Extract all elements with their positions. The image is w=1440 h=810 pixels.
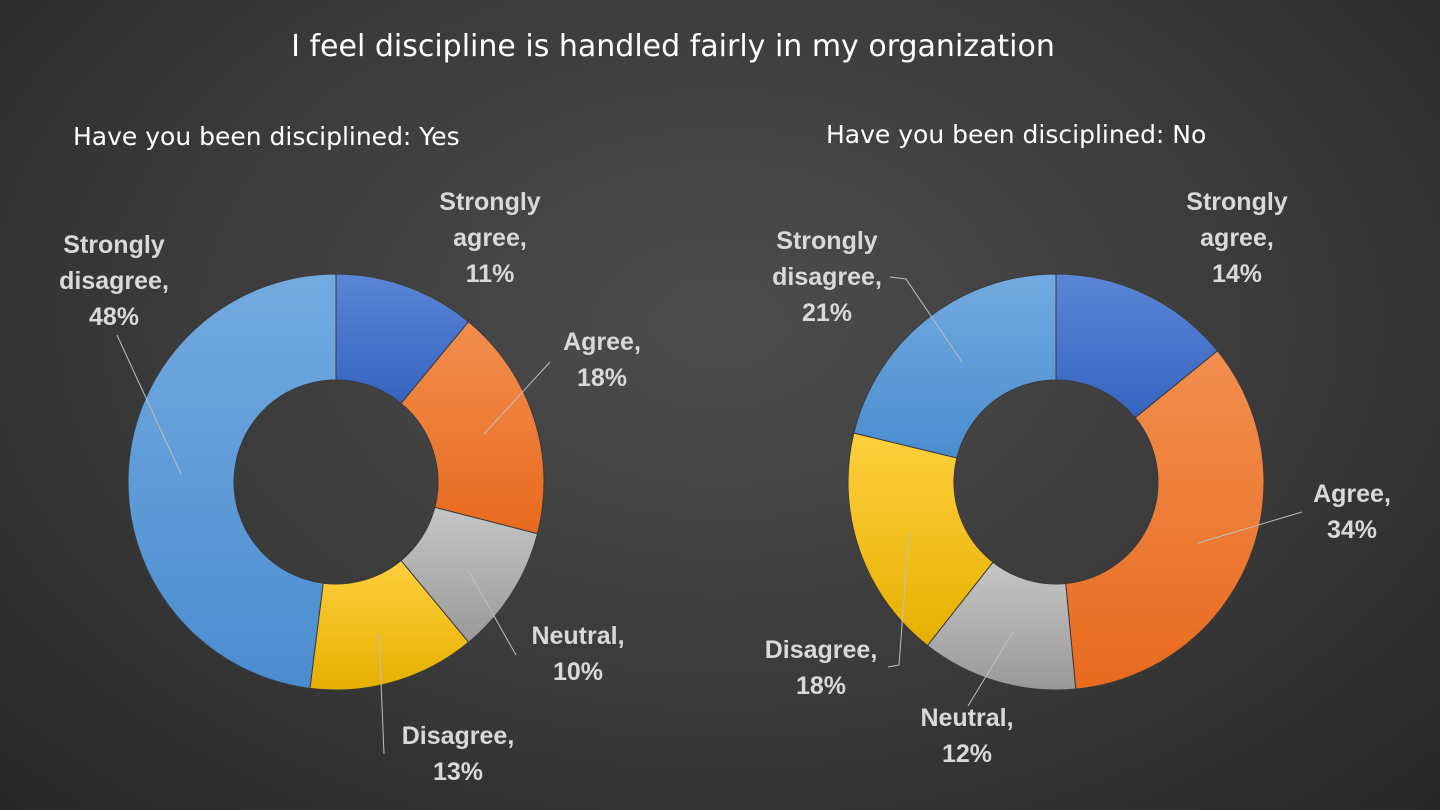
left-data-label-neutral-line-2: 10% — [553, 658, 603, 686]
left-donut-chart: Strongly agree, 11% Agree, 18% Neutral, 10% Dis… — [59, 188, 641, 786]
right-data-label-disagree: Disagree, 18% — [765, 636, 878, 700]
right-slice-disagree — [847, 432, 994, 647]
right-data-label-strongly-agree-line-1: Strongly — [1186, 188, 1287, 216]
right-leader-line-neutral — [967, 631, 1014, 707]
right-data-label-agree-line-2: 34% — [1327, 516, 1377, 544]
right-data-label-strongly-agree-line-2: agree, — [1200, 224, 1274, 252]
left-data-label-neutral-line-1: Neutral, — [531, 622, 624, 650]
right-leader-line-agree — [1197, 511, 1303, 544]
left-chart-subtitle: Have you been disciplined: Yes — [73, 122, 460, 151]
right-donut-chart: Strongly agree, 14% Agree, 34% Neutral, 12% Dis… — [765, 188, 1391, 768]
left-data-label-strongly-agree-line-1: Strongly — [439, 188, 540, 216]
right-data-label-strongly-disagree-line-3: 21% — [802, 299, 852, 327]
left-leader-line-agree — [483, 361, 551, 435]
left-data-label-disagree-line-2: 13% — [433, 758, 483, 786]
right-data-label-neutral-line-2: 12% — [942, 740, 992, 768]
left-data-label-strongly-disagree-line-2: disagree, — [59, 267, 169, 295]
right-data-label-neutral-line-1: Neutral, — [920, 704, 1013, 732]
right-leader-line-disagree — [887, 531, 910, 668]
left-data-label-disagree: Disagree, 13% — [402, 722, 515, 786]
right-slice-strongly-agree — [1055, 273, 1219, 419]
right-data-label-disagree-line-1: Disagree, — [765, 636, 878, 664]
left-leader-line-neutral — [467, 569, 517, 656]
left-data-label-strongly-agree: Strongly agree, 11% — [439, 188, 540, 288]
right-data-label-neutral: Neutral, 12% — [920, 704, 1013, 768]
left-data-label-strongly-disagree: Strongly disagree, 48% — [59, 231, 169, 331]
right-slice-strongly-disagree — [853, 273, 1057, 459]
right-data-label-strongly-disagree-line-2: disagree, — [772, 263, 882, 291]
left-data-label-disagree-line-1: Disagree, — [402, 722, 515, 750]
chart-title: I feel discipline is handled fairly in m… — [291, 29, 1055, 64]
right-data-label-strongly-agree-line-3: 14% — [1212, 260, 1262, 288]
left-leader-line-disagree — [378, 633, 385, 755]
left-data-label-strongly-disagree-line-1: Strongly — [63, 231, 164, 259]
left-data-label-strongly-agree-line-2: agree, — [453, 224, 527, 252]
right-data-label-agree: Agree, 34% — [1313, 480, 1391, 544]
right-data-label-strongly-disagree: Strongly disagree, 21% — [772, 227, 882, 327]
left-data-label-agree: Agree, 18% — [563, 328, 641, 392]
right-slice-agree — [1065, 350, 1265, 690]
left-slice-agree — [400, 321, 545, 535]
left-data-label-agree-line-1: Agree, — [563, 328, 641, 356]
left-leader-line-strongly-disagree — [116, 334, 182, 475]
right-data-label-disagree-line-2: 18% — [796, 672, 846, 700]
left-slice-disagree — [309, 559, 470, 691]
left-data-label-neutral: Neutral, 10% — [531, 622, 624, 686]
left-data-label-strongly-agree-line-3: 11% — [466, 260, 515, 288]
right-data-label-strongly-disagree-line-1: Strongly — [776, 227, 877, 255]
right-leader-line-strongly-disagree — [889, 276, 963, 363]
right-chart-subtitle: Have you been disciplined: No — [826, 120, 1206, 149]
left-data-label-strongly-disagree-line-3: 48% — [89, 303, 139, 331]
right-data-label-strongly-agree: Strongly agree, 14% — [1186, 188, 1287, 288]
left-slice-strongly-disagree — [127, 273, 337, 689]
left-data-label-agree-line-2: 18% — [577, 364, 627, 392]
right-data-label-agree-line-1: Agree, — [1313, 480, 1391, 508]
